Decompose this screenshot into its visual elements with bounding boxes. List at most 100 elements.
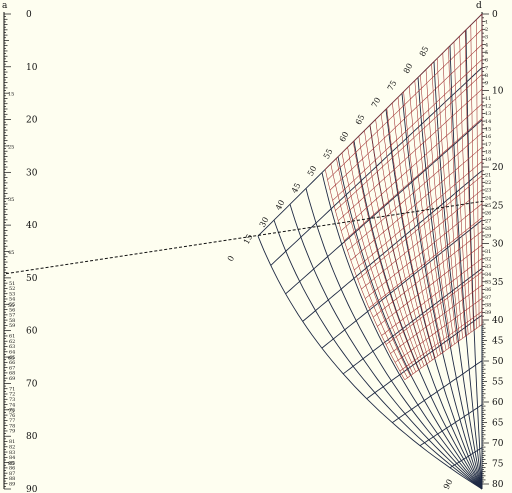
- inner-grid-line-48: [390, 284, 483, 354]
- right-major-label: 40: [492, 316, 504, 326]
- outer-grid-line-23: [419, 404, 483, 446]
- left-minor-label: 83: [9, 450, 15, 456]
- inner-red-grid: [324, 13, 483, 381]
- right-major-label: 20: [492, 163, 504, 173]
- left-minor-label: 52: [9, 286, 15, 292]
- left-minor-label: 89: [9, 481, 15, 487]
- right-minor-label: 12: [485, 104, 491, 110]
- left-minor-label: 73: [9, 397, 15, 403]
- right-minor-label: 27: [485, 218, 491, 224]
- left-minor-label: 64: [9, 349, 15, 355]
- right-minor-label: 23: [485, 188, 491, 194]
- right-minor-label: 35: [485, 279, 491, 285]
- left-major-label: 20: [26, 116, 38, 126]
- left-minor-label: 62: [9, 339, 15, 345]
- inner-grid-line-49: [394, 298, 483, 363]
- inner-grid-line-30: [327, 29, 483, 180]
- inner-grid-line-39: [354, 161, 483, 271]
- left-mid-label: 25: [8, 144, 14, 150]
- left-mid-label: 35: [8, 197, 14, 203]
- diag-label: 65: [354, 113, 367, 126]
- diag-label: 15: [242, 233, 255, 246]
- right-minor-label: 32: [485, 257, 491, 263]
- right-minor-label: 7: [485, 65, 488, 71]
- left-minor-label: 51: [9, 281, 15, 287]
- right-major-label: 35: [492, 278, 504, 288]
- left-minor-label: 72: [9, 392, 15, 398]
- right-minor-label: 11: [485, 96, 491, 102]
- right-minor-label: 5: [485, 50, 488, 56]
- right-minor-label: 21: [485, 172, 491, 178]
- left-mid-label: 45: [8, 250, 14, 256]
- inner-grid-line-38: [350, 147, 483, 261]
- right-minor-label: 16: [485, 134, 491, 140]
- left-minor-label: 81: [9, 439, 15, 445]
- right-minor-label: 2: [485, 27, 488, 33]
- left-minor-label: 84: [9, 455, 15, 461]
- left-scale: a 01020304050607080901525354555657585515…: [2, 1, 38, 493]
- outer-curvilinear-grid: [257, 13, 483, 490]
- left-minor-label: 67: [9, 365, 15, 371]
- right-minor-label: 15: [485, 126, 491, 132]
- left-minor-label: 53: [9, 291, 15, 297]
- diag-label: 30: [258, 216, 271, 229]
- left-mid-label: 85: [8, 461, 14, 467]
- right-major-label: 75: [492, 460, 504, 470]
- right-minor-label: 28: [485, 226, 491, 232]
- left-major-label: 60: [26, 327, 38, 337]
- inner-grid-line-40: [357, 175, 483, 280]
- right-minor-label: 31: [485, 249, 491, 255]
- inner-grid-line-47: [385, 271, 483, 345]
- right-major-label: 45: [492, 337, 504, 347]
- left-minor-label: 78: [9, 423, 15, 429]
- left-minor-label: 54: [9, 297, 15, 303]
- right-minor-label: 18: [485, 149, 491, 155]
- right-minor-label: 9: [485, 81, 488, 87]
- right-minor-label: 13: [485, 111, 491, 117]
- left-minor-label: 75: [9, 408, 15, 414]
- right-major-label: 25: [492, 201, 504, 211]
- right-minor-label: 19: [485, 157, 491, 163]
- right-minor-label: 26: [485, 211, 491, 217]
- left-minor-label: 74: [9, 402, 15, 408]
- left-scale-name: a: [2, 1, 8, 11]
- right-minor-label: 33: [485, 264, 491, 270]
- right-minor-label: 17: [485, 142, 491, 148]
- right-minor-label: 39: [485, 310, 491, 316]
- right-major-label: 65: [492, 419, 504, 429]
- left-major-label: 50: [26, 274, 38, 284]
- left-major-label: 90: [26, 485, 38, 493]
- inner-grid-line-36: [344, 118, 483, 241]
- left-major-label: 30: [26, 168, 38, 178]
- left-minor-label: 87: [9, 471, 15, 477]
- right-scale-name: d: [476, 1, 482, 11]
- left-major-label: 70: [26, 379, 38, 389]
- right-minor-label: 38: [485, 302, 491, 308]
- left-minor-label: 82: [9, 444, 15, 450]
- inner-grid-line-44: [373, 231, 483, 318]
- right-minor-label: 8: [485, 73, 488, 79]
- diag-label: 90: [442, 478, 455, 491]
- right-minor-label: 29: [485, 234, 491, 240]
- left-minor-label: 85: [9, 460, 15, 466]
- right-minor-label: 22: [485, 180, 491, 186]
- right-minor-label: 34: [485, 272, 491, 278]
- inner-grid-line-45: [377, 244, 483, 327]
- inner-grid-line-37: [347, 132, 483, 251]
- left-minor-label: 71: [9, 386, 15, 392]
- left-major-label: 10: [26, 63, 38, 73]
- inner-grid-line-41: [361, 189, 483, 290]
- left-major-label: 80: [26, 432, 38, 442]
- right-minor-label: 6: [485, 58, 488, 64]
- left-minor-label: 56: [9, 307, 15, 313]
- inner-grid-line-43: [368, 217, 483, 309]
- left-minor-label: 69: [9, 376, 15, 382]
- right-minor-label: 4: [485, 42, 488, 48]
- left-minor-label: 79: [9, 429, 15, 435]
- left-minor-label: 57: [9, 313, 15, 319]
- left-minor-label: 77: [9, 418, 15, 424]
- right-major-label: 80: [492, 480, 504, 490]
- outer-grid-line-22: [392, 360, 483, 423]
- diag-label: 0: [226, 254, 236, 263]
- inner-grid-line-42: [365, 203, 483, 299]
